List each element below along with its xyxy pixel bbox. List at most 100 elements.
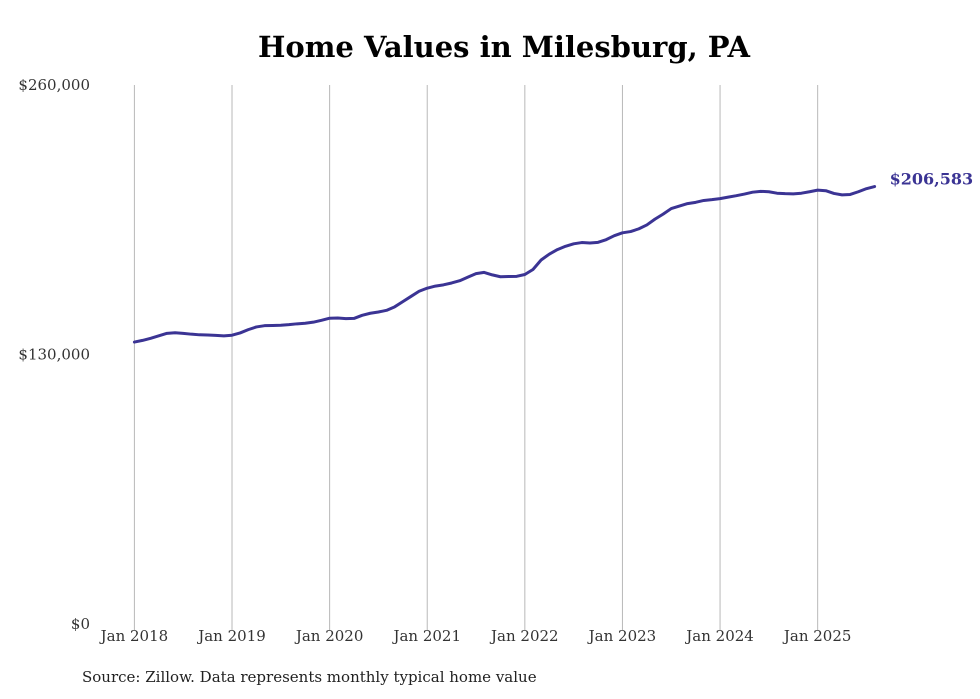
data-point bbox=[621, 232, 624, 234]
data-point bbox=[247, 328, 250, 331]
data-point bbox=[548, 253, 551, 255]
x-tick-label: Jan 2025 bbox=[782, 627, 852, 645]
data-point bbox=[190, 333, 193, 335]
data-point bbox=[320, 319, 323, 322]
data-point bbox=[662, 213, 664, 215]
data-point bbox=[654, 218, 656, 220]
data-point bbox=[255, 326, 258, 328]
data-point bbox=[288, 323, 290, 326]
data-point bbox=[174, 331, 176, 334]
data-point bbox=[475, 272, 477, 275]
data-point bbox=[702, 199, 705, 202]
data-point bbox=[353, 317, 355, 320]
data-point bbox=[280, 324, 282, 327]
data-point bbox=[808, 190, 811, 193]
data-point bbox=[564, 245, 567, 248]
data-point bbox=[572, 243, 575, 245]
data-point bbox=[271, 324, 274, 327]
data-point bbox=[304, 322, 307, 325]
data-point bbox=[784, 192, 786, 195]
data-point bbox=[345, 317, 347, 320]
data-point bbox=[735, 194, 738, 197]
data-point bbox=[450, 282, 453, 284]
data-point bbox=[515, 275, 518, 278]
source-note: Source: Zillow. Data represents monthly … bbox=[82, 668, 537, 686]
data-point bbox=[532, 268, 534, 271]
data-point bbox=[393, 306, 396, 308]
data-point bbox=[418, 290, 420, 293]
data-point bbox=[605, 238, 607, 241]
data-point bbox=[857, 190, 860, 193]
data-point bbox=[483, 271, 485, 274]
data-point bbox=[800, 192, 803, 195]
data-point bbox=[458, 279, 461, 282]
data-point bbox=[263, 324, 266, 327]
data-point bbox=[719, 197, 721, 200]
data-point bbox=[670, 207, 673, 210]
data-point bbox=[865, 187, 868, 190]
x-tick-label: Jan 2024 bbox=[684, 627, 754, 645]
data-point bbox=[507, 275, 510, 278]
data-point bbox=[377, 311, 380, 313]
data-point bbox=[442, 284, 445, 286]
data-point bbox=[328, 317, 331, 320]
data-point bbox=[759, 190, 762, 193]
y-tick-label: $130,000 bbox=[18, 346, 90, 364]
grid-layer bbox=[133, 85, 819, 630]
data-point bbox=[727, 196, 729, 198]
data-point bbox=[646, 224, 648, 226]
data-point bbox=[678, 205, 681, 207]
data-point bbox=[694, 201, 697, 204]
y-tick-label: $0 bbox=[71, 615, 90, 633]
data-point bbox=[467, 276, 469, 278]
data-point bbox=[410, 295, 412, 298]
data-point bbox=[385, 309, 388, 312]
y-tick-label: $260,000 bbox=[18, 76, 90, 94]
data-point bbox=[206, 334, 209, 336]
data-point bbox=[231, 334, 233, 337]
x-axis-ticks: Jan 2018 Jan 2019 Jan 2020 Jan 2021 Jan 2022… bbox=[99, 627, 852, 645]
data-point bbox=[223, 335, 225, 337]
data-point bbox=[711, 198, 713, 201]
data-point bbox=[580, 241, 583, 244]
data-point bbox=[613, 234, 616, 237]
data-point bbox=[141, 339, 144, 342]
data-point bbox=[816, 189, 819, 191]
chart-title: Home Values in Milesburg, PA bbox=[258, 30, 750, 64]
data-point bbox=[296, 323, 298, 325]
data-point bbox=[434, 285, 437, 287]
data-point bbox=[556, 248, 559, 251]
data-point bbox=[499, 275, 502, 278]
y-axis-ticks: $0 $130,000 $260,000 bbox=[18, 76, 90, 633]
data-point bbox=[743, 193, 746, 195]
data-point bbox=[491, 274, 494, 276]
data-point bbox=[597, 241, 599, 244]
data-point bbox=[402, 300, 404, 303]
data-point bbox=[312, 321, 315, 323]
data-point bbox=[369, 312, 372, 315]
data-point bbox=[182, 332, 184, 335]
data-point bbox=[336, 317, 339, 319]
data-point bbox=[686, 202, 689, 205]
x-tick-label: Jan 2020 bbox=[294, 627, 364, 645]
data-point bbox=[239, 332, 241, 334]
data-point bbox=[214, 334, 217, 337]
end-value-label: $206,583 bbox=[890, 170, 974, 189]
data-point bbox=[166, 332, 168, 335]
x-tick-label: Jan 2022 bbox=[489, 627, 559, 645]
x-tick-label: Jan 2021 bbox=[391, 627, 461, 645]
x-tick-label: Jan 2023 bbox=[587, 627, 657, 645]
data-point bbox=[133, 341, 136, 343]
data-point bbox=[825, 189, 827, 192]
data-point bbox=[149, 337, 152, 340]
x-tick-label: Jan 2019 bbox=[196, 627, 266, 645]
data-point bbox=[198, 334, 201, 336]
data-point bbox=[873, 185, 876, 188]
data-point bbox=[524, 273, 526, 276]
data-point bbox=[426, 287, 429, 289]
data-point bbox=[792, 193, 795, 195]
data-point bbox=[751, 191, 754, 193]
data-point bbox=[540, 259, 542, 261]
data-point bbox=[768, 190, 770, 193]
